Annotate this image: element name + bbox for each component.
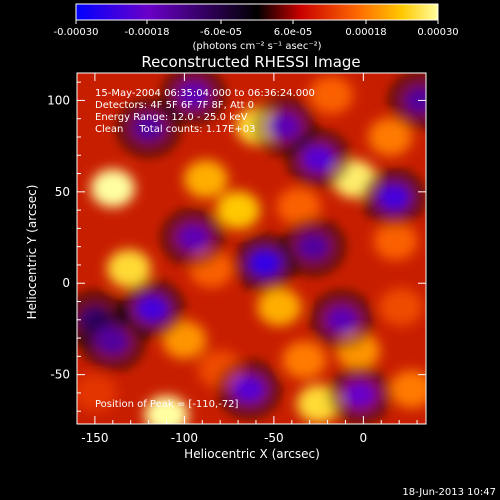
negative-emission-region: [129, 111, 168, 144]
chart-title: Reconstructed RHESSI Image: [141, 53, 360, 71]
positive-emission-region: [198, 350, 243, 389]
negative-region-contour: [218, 362, 279, 417]
timestamp: 18-Jun-2013 10:47: [402, 487, 496, 498]
negative-region-contour: [363, 170, 424, 225]
positive-emission-region: [77, 373, 117, 412]
y-axis-label: Heliocentric Y (arcsec): [25, 185, 39, 320]
colorbar-units: (photons cm⁻² s⁻¹ asec⁻²): [192, 41, 321, 52]
negative-region-contour: [82, 314, 143, 369]
positive-emission-region: [368, 117, 413, 156]
colorbar: [75, 3, 439, 21]
negative-emission-region: [294, 230, 333, 263]
negative-emission-region: [401, 84, 426, 117]
peak-position-label: Position of Peak = [-110,-72]: [95, 399, 239, 410]
negative-region-contour: [163, 73, 224, 122]
positive-emission-region: [257, 288, 302, 326]
negative-region-contour: [254, 99, 315, 154]
positive-emission-region: [373, 222, 418, 261]
positive-emission-region: [90, 169, 135, 208]
x-axis-label: Heliocentric X (arcsec): [184, 447, 320, 461]
annotation-total-counts: Clean Total counts: 1.17E+03: [95, 124, 255, 135]
positive-emission-region: [162, 320, 207, 359]
positive-emission-region: [216, 191, 261, 230]
negative-emission-region: [133, 292, 172, 325]
x-tick-label: 0: [360, 431, 368, 445]
heatmap-blobs: [77, 73, 426, 424]
positive-emission-region: [282, 341, 327, 380]
negative-emission-region: [299, 142, 338, 175]
negative-emission-region: [340, 378, 379, 411]
negative-region-contour: [283, 219, 344, 274]
negative-region-contour: [390, 73, 426, 128]
x-tick-label: -50: [264, 431, 284, 445]
x-tick-label: -100: [171, 431, 198, 445]
negative-region-contour: [329, 367, 390, 422]
positive-emission-region: [309, 75, 354, 114]
negative-region-contour: [311, 292, 372, 347]
positive-emission-region: [106, 249, 151, 288]
negative-region-contour: [288, 131, 349, 186]
negative-emission-region: [265, 110, 304, 143]
negative-emission-region: [374, 181, 413, 214]
axis-ticks: -150 -100 -50 0 -50 0 50 100: [47, 73, 426, 445]
positive-emission-region: [296, 384, 341, 423]
negative-emission-region: [245, 247, 284, 280]
y-tick-label: -50: [50, 368, 70, 382]
colorbar-tick-label: 0.00018: [345, 27, 386, 38]
positive-emission-region: [378, 288, 423, 326]
negative-emission-region: [174, 221, 213, 254]
negative-region-contour: [118, 100, 179, 155]
negative-emission-region: [174, 78, 213, 111]
colorbar-tick-label: -0.00018: [125, 27, 170, 38]
colorbar-tick-label: -0.00030: [54, 27, 99, 38]
x-tick-label: -150: [81, 431, 108, 445]
colorbar-tick-label: 6.0e-05: [274, 27, 312, 38]
heatmap-area: [77, 73, 426, 424]
plot-frame: [76, 72, 427, 425]
negative-region-contour: [163, 210, 224, 265]
colorbar-tick-label: 0.00030: [417, 27, 458, 38]
positive-emission-region: [183, 160, 228, 199]
positive-emission-region: [389, 370, 426, 409]
negative-region-contour: [122, 281, 183, 336]
y-tick-label: 50: [55, 185, 70, 199]
annotation-detectors: Detectors: 4F 5F 6F 7F 8F, Att 0: [95, 100, 254, 111]
positive-emission-region: [276, 187, 321, 226]
negative-emission-region: [229, 373, 268, 406]
negative-emission-region: [322, 303, 361, 336]
positive-emission-region: [144, 395, 189, 424]
colorbar-tick-label: -6.0e-05: [200, 27, 242, 38]
annotation-energy-range: Energy Range: 12.0 - 25.0 keV: [95, 112, 248, 123]
annotation-time-range: 15-May-2004 06:35:04.000 to 06:36:24.000: [95, 88, 315, 99]
y-tick-label: 0: [62, 276, 70, 290]
colorbar-ticks: -0.00030 -0.00018 -6.0e-05 6.0e-05 0.00018 0.…: [54, 20, 459, 38]
negative-emission-region: [93, 325, 132, 358]
y-tick-label: 100: [47, 93, 70, 107]
